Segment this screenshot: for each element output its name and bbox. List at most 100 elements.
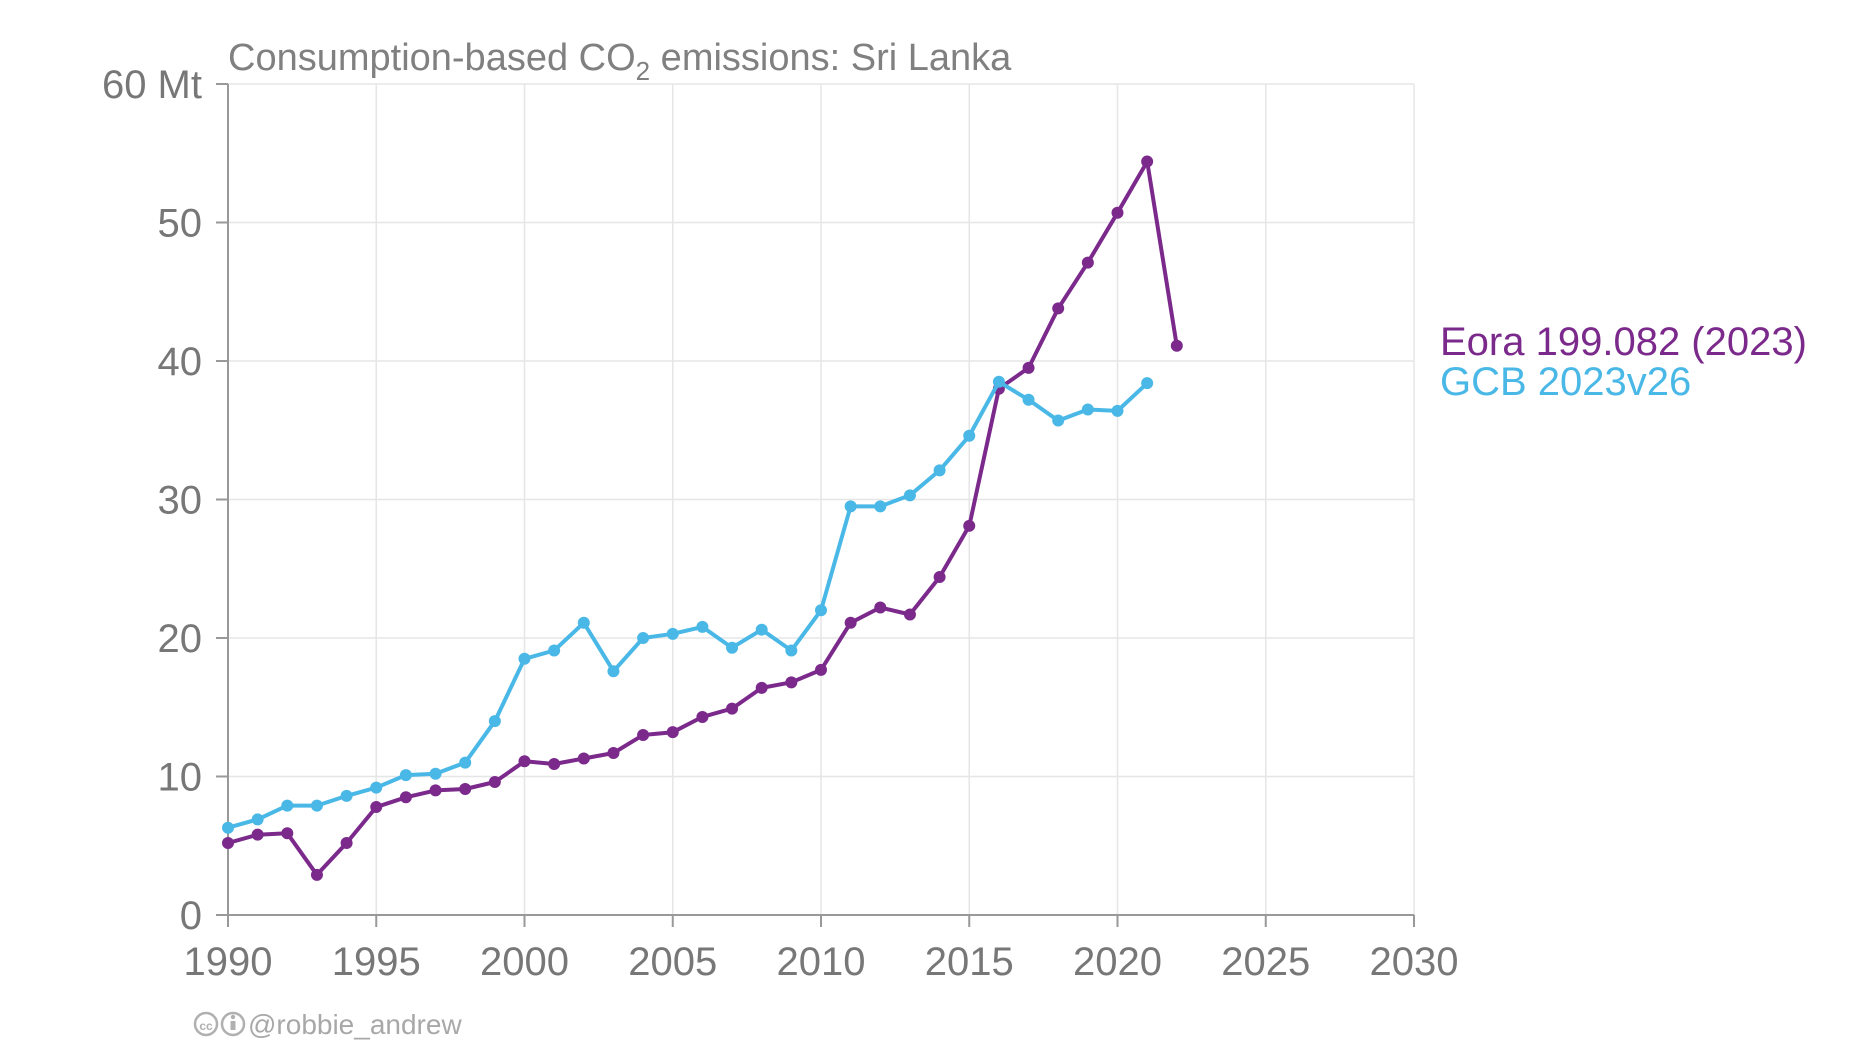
data-point-series-1: [429, 767, 442, 780]
data-point-series-0: [726, 702, 739, 715]
data-point-series-0: [1141, 155, 1154, 168]
data-point-series-0: [1022, 361, 1035, 374]
data-point-series-0: [607, 746, 620, 759]
data-point-series-0: [251, 828, 264, 841]
cc-license-icon: [193, 1011, 219, 1037]
data-point-series-1: [1111, 404, 1124, 417]
data-point-series-0: [666, 726, 679, 739]
x-tick-label: 2020: [1073, 940, 1162, 984]
data-point-series-1: [815, 604, 827, 617]
data-point-series-1: [903, 489, 916, 502]
x-tick-label: 1995: [332, 940, 421, 984]
series-line-1: [226, 379, 1150, 830]
credit-handle: @robbie_andrew: [248, 1009, 462, 1040]
y-tick-label: 50: [158, 202, 203, 246]
data-point-series-0: [1052, 302, 1065, 315]
series-line-0: [226, 159, 1179, 877]
title-main: Consumption-based CO: [228, 37, 636, 79]
data-point-series-1: [1022, 393, 1035, 406]
data-point-series-0: [844, 616, 857, 629]
x-tick-label: 2010: [777, 940, 866, 984]
series-lines: [222, 155, 1183, 881]
data-point-series-1: [874, 500, 887, 513]
legend-entry-gcb: GCB 2023v26: [1440, 360, 1691, 404]
data-point-series-0: [459, 782, 472, 795]
x-tick-label: 1990: [184, 940, 273, 984]
data-point-series-1: [340, 789, 353, 802]
data-point-series-0: [933, 571, 946, 584]
title-rest: emissions: Sri Lanka: [650, 37, 1012, 79]
data-point-series-0: [874, 601, 887, 614]
data-point-series-0: [785, 676, 798, 689]
x-tick-label: 2025: [1221, 940, 1310, 984]
data-point-series-1: [755, 623, 768, 636]
data-point-series-0: [222, 836, 234, 849]
data-point-series-1: [844, 500, 857, 513]
credit-line: cc @robbie_andrew: [193, 1009, 462, 1040]
data-point-series-0: [429, 784, 442, 797]
y-tick-label: 10: [158, 756, 203, 800]
data-point-series-1: [666, 627, 679, 640]
chart-title: Consumption-based CO2 emissions: Sri Lan…: [228, 37, 1012, 86]
cc-license-text: cc: [199, 1019, 213, 1033]
data-point-series-1: [399, 769, 412, 782]
data-point-series-1: [459, 756, 472, 769]
data-point-series-1: [370, 781, 383, 794]
data-point-series-0: [548, 758, 561, 771]
data-point-series-1: [1141, 377, 1154, 390]
data-point-series-0: [281, 827, 294, 840]
data-point-series-0: [1111, 206, 1124, 219]
data-point-series-1: [577, 616, 590, 629]
data-point-series-0: [637, 728, 650, 741]
data-point-series-0: [310, 868, 323, 881]
data-point-series-1: [251, 813, 264, 826]
data-point-series-0: [755, 681, 768, 694]
data-point-series-0: [577, 752, 590, 765]
title-subscript: 2: [636, 56, 650, 86]
axes: 1990 1995 2000 2005 2010 2015 2020 2025 20300102…: [102, 63, 1459, 984]
attribution-icon-body: [230, 1021, 236, 1030]
legend-entry-eora: Eora 199.082 (2023): [1440, 320, 1807, 364]
data-point-series-0: [963, 519, 976, 532]
data-point-series-1: [933, 464, 946, 477]
data-point-series-0: [696, 710, 709, 723]
y-tick-label: 20: [158, 617, 203, 661]
data-point-series-1: [696, 620, 709, 633]
data-point-series-1: [310, 799, 323, 812]
data-point-series-1: [548, 644, 561, 657]
x-tick-label: 2015: [925, 940, 1014, 984]
data-point-series-0: [340, 836, 353, 849]
data-point-series-1: [785, 644, 798, 657]
x-tick-label: 2030: [1370, 940, 1459, 984]
data-point-series-0: [815, 663, 827, 676]
data-point-series-0: [1081, 256, 1094, 269]
data-point-series-0: [488, 776, 501, 789]
data-point-series-0: [399, 791, 412, 804]
x-tick-label: 2005: [628, 940, 717, 984]
grid-lines: [228, 83, 1415, 915]
data-point-series-1: [222, 821, 234, 834]
y-tick-label: 30: [158, 479, 203, 523]
data-point-series-1: [281, 799, 294, 812]
data-point-series-0: [903, 608, 916, 621]
data-point-series-1: [963, 429, 976, 442]
attribution-icon-head: [230, 1014, 236, 1020]
data-point-series-1: [1052, 414, 1065, 427]
data-point-series-0: [370, 800, 383, 813]
data-point-series-1: [607, 665, 620, 678]
y-tick-label: 0: [180, 894, 202, 938]
attribution-icon: [220, 1011, 246, 1037]
data-point-series-1: [1081, 403, 1094, 416]
data-point-series-0: [1170, 339, 1183, 352]
data-point-series-1: [726, 641, 739, 654]
data-point-series-0: [518, 755, 531, 768]
y-tick-label: 40: [158, 340, 203, 384]
data-point-series-1: [992, 375, 1005, 388]
data-point-series-1: [488, 715, 501, 728]
y-tick-label: 60 Mt: [102, 63, 202, 107]
x-tick-label: 2000: [480, 940, 569, 984]
data-point-series-1: [637, 632, 650, 644]
data-point-series-1: [518, 652, 531, 665]
